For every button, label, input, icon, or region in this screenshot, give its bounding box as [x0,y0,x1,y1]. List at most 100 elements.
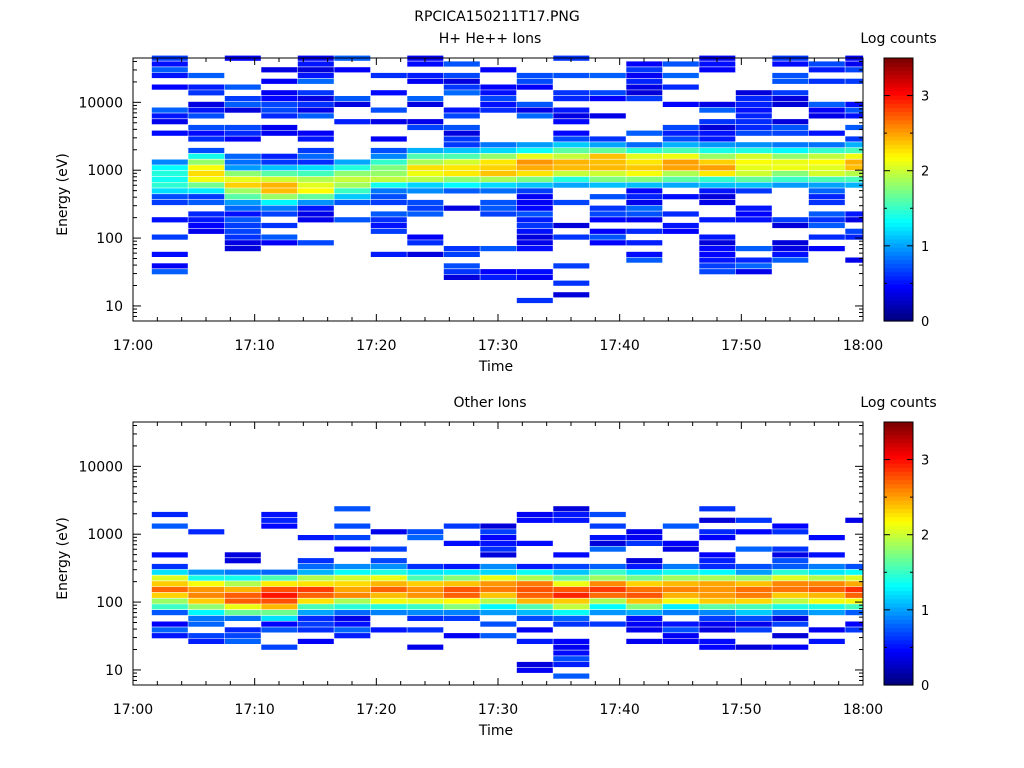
y-axis: 10 100 1000 10000 [78,424,863,686]
spectrogram-cell [151,113,188,119]
spectrogram-cell [589,90,626,96]
spectrogram-cell [589,228,626,234]
spectrogram-cell [626,188,663,194]
spectrogram-cell [553,263,590,269]
spectrogram-cell [626,153,663,159]
spectrogram-cell [407,610,444,616]
panel-title: Other Ions [453,395,526,411]
y-tick-label: 100 [96,595,123,611]
spectrogram-cell [699,569,736,575]
spectrogram-cell [735,546,772,552]
spectrogram-cell [297,72,334,79]
spectrogram-cell [772,575,809,581]
colorbar-step [884,284,913,289]
spectrogram-cell [772,240,809,246]
spectrogram-cell [188,604,225,610]
spectrogram-cell [224,240,261,246]
spectrogram-cell [808,211,845,217]
spectrogram-cell [407,615,444,621]
spectrogram-cell [407,171,444,177]
spectrogram-cell [845,159,864,165]
spectrogram-cell [407,124,444,131]
spectrogram-cell [553,506,590,512]
spectrogram-cell [407,586,444,593]
spectrogram-cell [553,199,590,206]
spectrogram-cell [443,592,480,598]
spectrogram-cell [772,592,809,598]
spectrogram-cell [370,546,407,552]
spectrogram-panel-2: Other Ions 17:00 17:10 17:20 17:30 17:40 17:50… [55,395,937,739]
spectrogram-cell [224,101,261,107]
spectrogram-cell [662,610,699,616]
x-tick-label: 18:00 [843,702,883,718]
spectrogram-cell [735,101,772,107]
spectrogram-cell [224,96,261,102]
spectrogram-cell [297,638,334,644]
spectrogram-cell [370,165,407,171]
spectrogram-cell [370,569,407,575]
spectrogram-cell [188,633,225,639]
colorbar-step [884,545,913,550]
spectrogram-cell [699,124,736,131]
spectrogram-cell [334,523,371,529]
spectrogram-cell [772,176,809,182]
spectrogram-cell [297,575,334,581]
spectrogram-cell [297,604,334,610]
spectrogram-cell [626,182,663,188]
spectrogram-cell [808,598,845,604]
spectrogram-cell [407,529,444,535]
spectrogram-cell [589,217,626,223]
spectrogram-cell [443,176,480,182]
spectrogram-cell [370,610,407,616]
spectrogram-cell [443,84,480,90]
spectrogram-cell [772,171,809,177]
colorbar-step [884,434,913,440]
spectrogram-cell [334,586,371,593]
spectrogram-cell [480,604,517,610]
colorbar-step [884,173,913,178]
spectrogram-cell [735,211,772,217]
spectrogram-cell [772,251,809,257]
spectrogram-cell [626,610,663,616]
spectrogram-cell [662,176,699,182]
x-tick-label: 17:00 [113,338,153,354]
spectrogram-cell [370,176,407,182]
colorbar-step [884,193,913,199]
x-tick-label: 17:50 [721,702,761,718]
spectrogram-cell [334,217,371,223]
spectrogram-cell [151,182,188,188]
spectrogram-cell [808,188,845,194]
spectrogram-cell [407,251,444,257]
spectrogram-cell [772,61,809,67]
spectrogram-cell [735,159,772,165]
spectrogram-cell [370,627,407,633]
spectrogram-cell [626,604,663,610]
spectrogram-cell [224,633,261,639]
spectrogram-cell [516,575,553,581]
spectrogram-cell [151,217,188,223]
spectrogram-cell [443,586,480,593]
y-tick-label: 10 [105,663,123,679]
spectrogram-cell [699,240,736,246]
spectrogram-cell [261,610,298,616]
spectrogram-cell [845,610,864,616]
colorbar-step [884,78,913,84]
spectrogram-cell [151,581,188,587]
spectrogram-cell [297,592,334,598]
spectrogram-cell [662,84,699,90]
spectrogram-cell [224,188,261,194]
spectrogram-cell [516,240,553,246]
spectrogram-cell [516,511,553,518]
spectrogram-cell [224,575,261,581]
x-axis-label: Time [478,723,513,739]
spectrogram-cell [589,523,626,529]
spectrogram-cell [261,581,298,587]
colorbar-step [884,672,913,678]
colorbar-step [884,442,913,448]
colorbar-step [884,304,913,310]
spectrogram-cell [589,96,626,102]
spectrogram-cell [553,159,590,165]
spectrogram-cell [516,147,553,154]
x-tick-label: 17:10 [234,702,274,718]
spectrogram-cell [808,552,845,558]
